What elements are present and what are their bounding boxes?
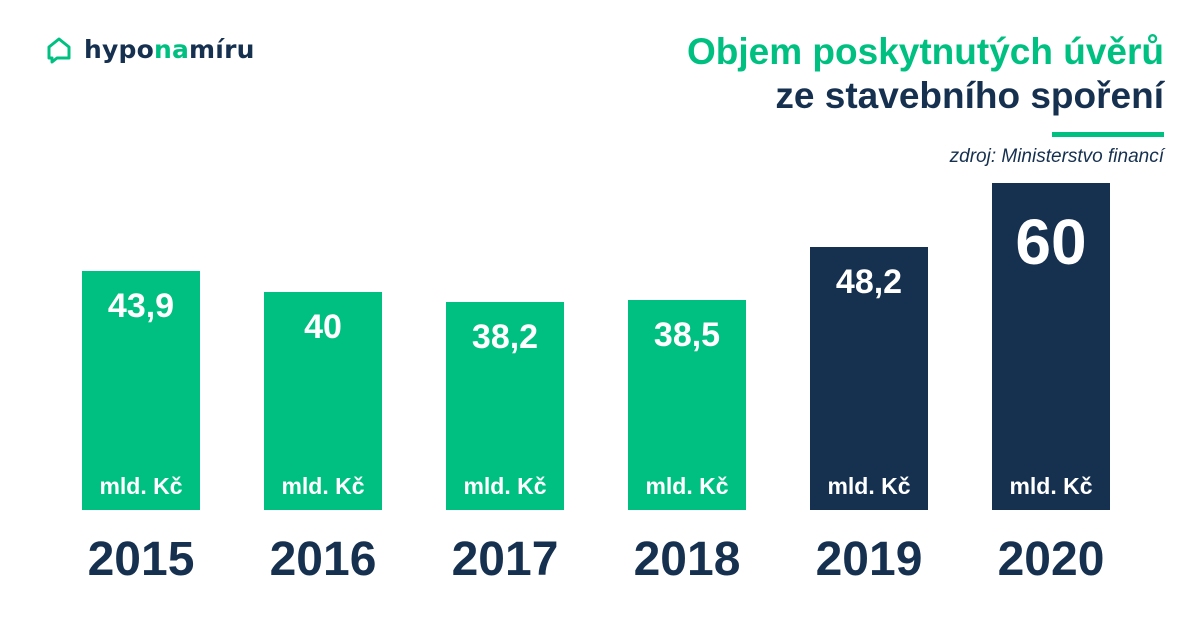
chart-title: Objem poskytnutých úvěrů ze stavebního s… <box>687 30 1164 118</box>
bar-value-label: 48,2 <box>835 263 903 302</box>
bar-2020: 60 mld. Kč <box>992 183 1110 510</box>
bar-2015: 43,9 mld. Kč <box>82 270 200 510</box>
x-tick-label-2018: 2018 <box>633 533 741 586</box>
bar-unit-label: mld. Kč <box>281 473 365 499</box>
x-tick-label-2016: 2016 <box>269 533 377 586</box>
chart-title-line1: Objem poskytnutých úvěrů <box>687 31 1164 72</box>
bar-unit-label: mld. Kč <box>645 472 729 499</box>
house-chat-icon <box>47 37 71 64</box>
bar-value-label: 38,5 <box>653 316 721 355</box>
x-tick-label-2019: 2019 <box>815 533 923 586</box>
x-tick-label-2020: 2020 <box>997 533 1105 586</box>
bar-2019: 48,2 mld. Kč <box>810 247 928 510</box>
brand-logo: hyponamíru <box>44 34 255 64</box>
x-tick-label-2017: 2017 <box>451 533 559 586</box>
brand-name-part1: hypo <box>84 34 154 64</box>
bar-value-label: 38,2 <box>471 317 539 356</box>
bar-unit-label: mld. Kč <box>463 472 547 499</box>
brand-name-part3: míru <box>189 34 255 64</box>
source-note: zdroj: Ministerstvo financí <box>949 146 1164 167</box>
x-tick-label-2015: 2015 <box>87 533 195 586</box>
bar-value-label: 43,9 <box>107 286 175 325</box>
bar-unit-label: mld. Kč <box>1009 473 1093 499</box>
bar-2017: 38,2 mld. Kč <box>446 301 564 510</box>
bar-2018: 38,5 mld. Kč <box>628 300 746 510</box>
brand-name: hyponamíru <box>84 35 255 64</box>
bar-value-label: 60 <box>1015 206 1087 278</box>
bar-value-label: 40 <box>304 308 342 346</box>
chart-title-line2: ze stavebního spoření <box>775 75 1164 116</box>
bar-2016: 40 mld. Kč <box>264 292 382 510</box>
bar-unit-label: mld. Kč <box>99 472 183 499</box>
brand-name-part2: na <box>153 34 190 64</box>
title-underline <box>1052 132 1164 137</box>
bar-unit-label: mld. Kč <box>827 472 911 499</box>
